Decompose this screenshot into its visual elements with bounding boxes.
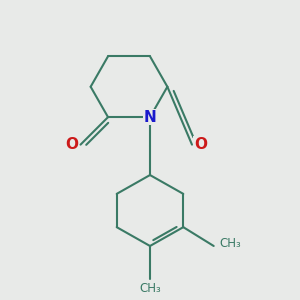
Text: O: O: [65, 137, 78, 152]
Text: O: O: [194, 137, 207, 152]
Text: CH₃: CH₃: [139, 282, 161, 295]
Text: N: N: [144, 110, 156, 124]
Text: CH₃: CH₃: [220, 237, 241, 250]
